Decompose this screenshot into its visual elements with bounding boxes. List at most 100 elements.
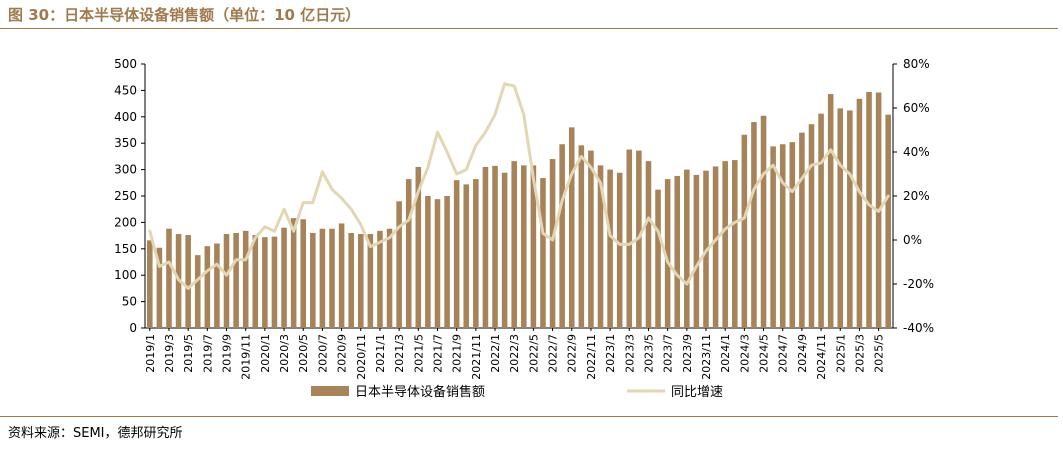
- bar: [511, 161, 517, 328]
- x-tick-label: 2022/9: [566, 334, 579, 373]
- y-tick-label: 100: [114, 268, 137, 282]
- source-note: 资料来源：SEMI，德邦研究所: [8, 426, 183, 441]
- bar: [386, 228, 393, 328]
- bar: [693, 174, 700, 328]
- y2-tick-label: -40%: [903, 321, 934, 335]
- x-tick-label: 2020/5: [297, 334, 310, 373]
- bar: [779, 144, 786, 328]
- bar: [712, 166, 719, 328]
- bar: [760, 115, 767, 328]
- x-tick-label: 2021/11: [470, 334, 483, 380]
- bar: [837, 108, 844, 329]
- x-tick-label: 2022/3: [508, 334, 521, 373]
- bar: [789, 142, 796, 328]
- bar: [214, 243, 220, 328]
- bar: [185, 235, 191, 328]
- x-tick-label: 2020/1: [259, 334, 272, 373]
- x-tick-label: 2022/11: [585, 334, 598, 380]
- x-tick-label: 2020/3: [278, 334, 291, 373]
- bar: [866, 91, 872, 328]
- bar: [194, 255, 201, 328]
- bar: [492, 165, 498, 328]
- x-tick-label: 2025/3: [853, 334, 866, 373]
- x-tick-label: 2022/5: [527, 334, 540, 373]
- bar: [731, 160, 738, 328]
- bar: [655, 189, 661, 328]
- x-tick-label: 2024/11: [815, 334, 828, 380]
- bar: [684, 169, 690, 328]
- x-tick-label: 2022/7: [547, 334, 560, 373]
- legend-swatch-bar: [311, 386, 349, 396]
- y2-tick-label: 80%: [903, 57, 930, 71]
- bar: [521, 165, 527, 328]
- bar: [434, 199, 441, 328]
- y2-tick-label: -20%: [903, 277, 934, 291]
- bar: [396, 201, 402, 328]
- x-tick-label: 2025/1: [834, 334, 847, 373]
- x-tick-label: 2024/9: [796, 334, 809, 373]
- bar: [271, 236, 278, 328]
- bar: [616, 172, 623, 328]
- y-tick-label: 300: [114, 163, 137, 177]
- bar: [147, 240, 153, 328]
- y-tick-label: 150: [114, 242, 137, 256]
- y2-tick-label: 40%: [903, 145, 930, 159]
- bar: [223, 234, 230, 328]
- bar: [674, 175, 681, 328]
- x-tick-label: 2023/9: [681, 334, 694, 373]
- x-tick-label: 2022/1: [489, 334, 502, 373]
- bar: [473, 179, 479, 328]
- y2-tick-label: 20%: [903, 189, 930, 203]
- y-tick-label: 500: [114, 57, 137, 71]
- bar: [367, 234, 374, 328]
- bar: [233, 232, 239, 328]
- bar: [290, 218, 297, 328]
- bar: [827, 94, 834, 328]
- bar: [319, 228, 326, 328]
- bar: [808, 124, 815, 328]
- bar: [166, 228, 172, 328]
- x-tick-label: 2021/5: [412, 334, 425, 373]
- bar: [645, 161, 652, 328]
- x-tick-label: 2021/1: [374, 334, 387, 373]
- bar: [597, 165, 604, 328]
- bar: [501, 172, 508, 328]
- bar: [338, 223, 345, 328]
- bar: [252, 235, 259, 328]
- x-tick-label: 2021/3: [393, 334, 406, 373]
- bar: [578, 145, 585, 328]
- bar: [607, 169, 613, 328]
- bar: [568, 127, 575, 328]
- bar: [415, 166, 422, 328]
- x-tick-label: 2024/7: [777, 334, 790, 373]
- bar: [856, 98, 863, 329]
- x-tick-label: 2019/11: [240, 334, 253, 380]
- x-tick-label: 2023/1: [604, 334, 617, 373]
- y-tick-label: 350: [114, 136, 137, 150]
- bar: [626, 149, 633, 328]
- x-tick-label: 2023/5: [642, 334, 655, 373]
- y-tick-label: 50: [122, 295, 137, 309]
- bar: [357, 234, 364, 328]
- bar-series: [147, 91, 891, 329]
- bar: [348, 232, 354, 328]
- line-series: [148, 82, 890, 290]
- x-tick-label: 2025/5: [873, 334, 886, 373]
- x-tick-label: 2023/11: [700, 334, 713, 380]
- legend-label-bar: 日本半导体设备销售额: [355, 384, 485, 400]
- bar: [453, 180, 460, 328]
- y-tick-label: 250: [114, 189, 137, 203]
- x-tick-label: 2021/9: [451, 334, 464, 373]
- x-tick-label: 2020/11: [355, 334, 368, 380]
- x-tick-label: 2024/5: [758, 334, 771, 373]
- bar: [242, 230, 249, 328]
- bar: [751, 122, 757, 328]
- bar: [262, 237, 268, 328]
- bar: [329, 228, 335, 328]
- y2-tick-label: 0%: [903, 233, 922, 247]
- bar: [300, 219, 307, 328]
- y2-tick-label: 60%: [903, 101, 930, 115]
- bar: [530, 165, 537, 328]
- legend-label-line: 同比增速: [671, 385, 723, 400]
- title-divider: [0, 28, 1058, 29]
